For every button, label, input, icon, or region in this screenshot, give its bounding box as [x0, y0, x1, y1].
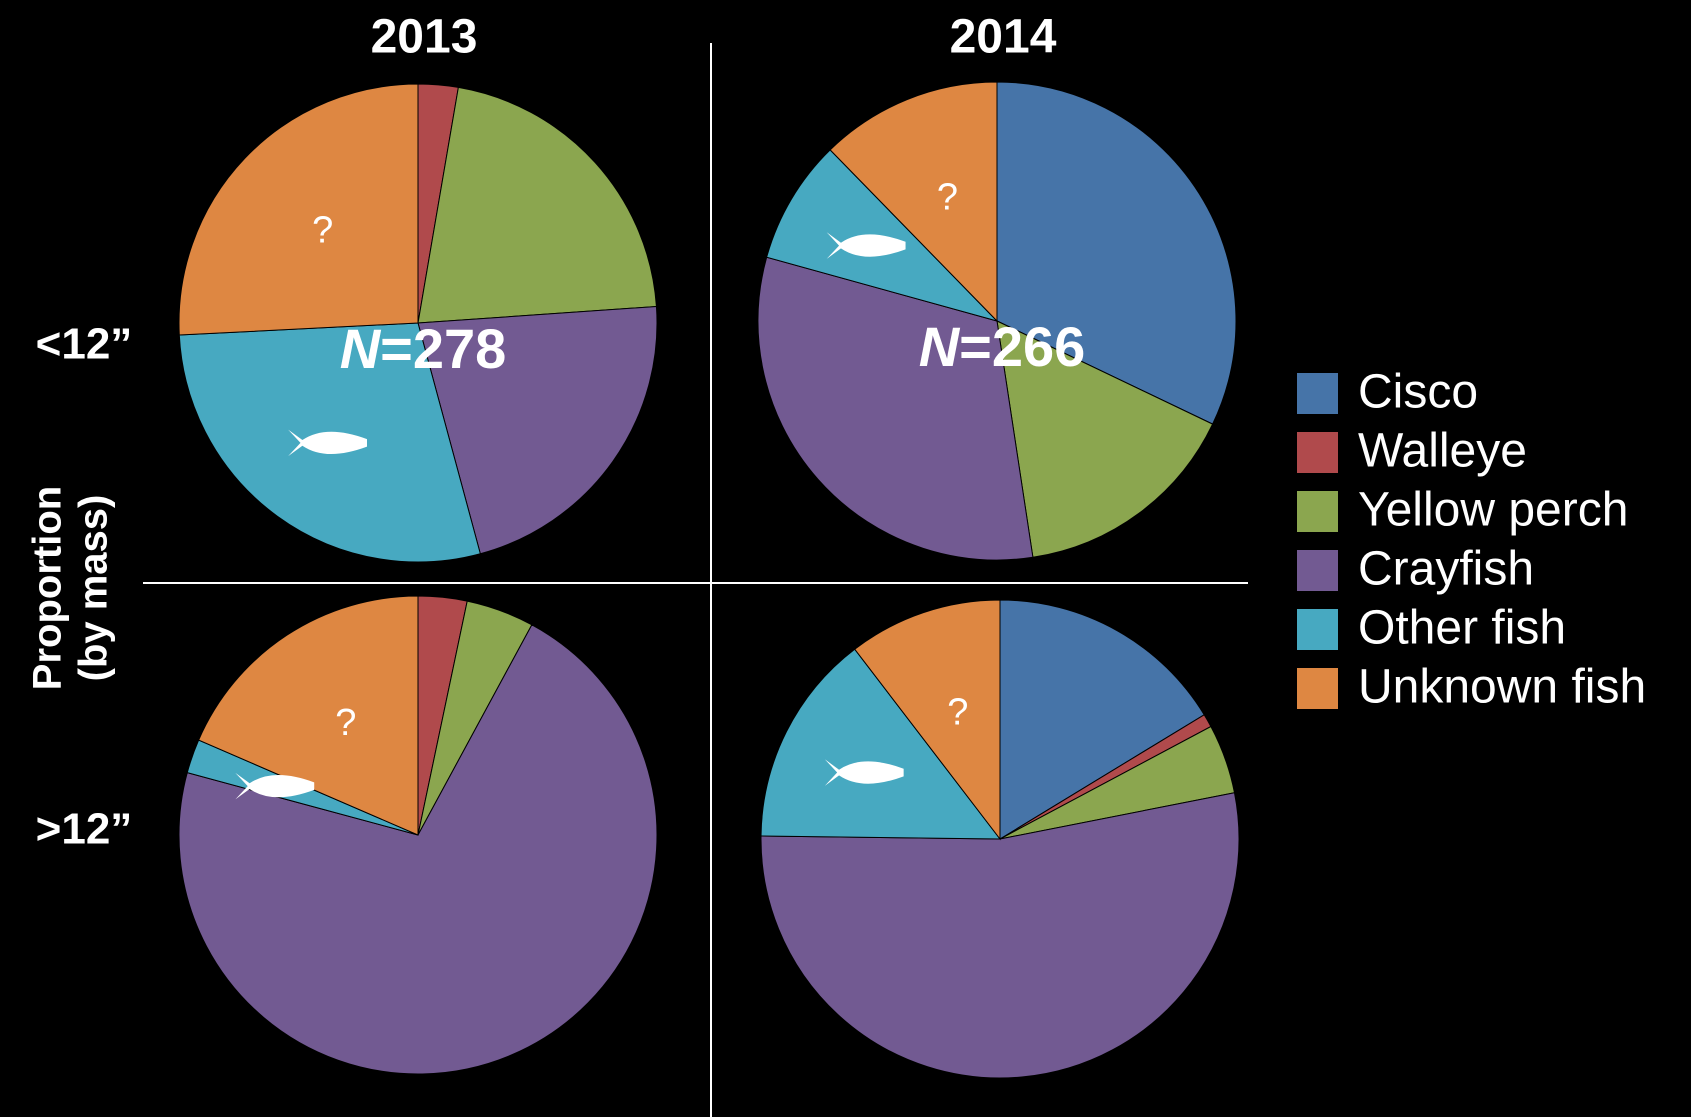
y-label-line: (by mass): [72, 495, 116, 682]
chart: 2013 2014 <12” >12” Proportion (by mass)…: [0, 0, 1691, 1117]
legend-swatch: [1297, 668, 1338, 709]
row-label: <12”: [36, 320, 133, 369]
pie-slice: [179, 84, 418, 335]
pie-slice: [418, 87, 656, 323]
sample-size: N=266: [919, 315, 1086, 378]
row-label: >12”: [36, 805, 133, 854]
unknown-label: ?: [312, 209, 333, 251]
legend-swatch: [1297, 432, 1338, 473]
legend-label: Walleye: [1358, 425, 1527, 478]
legend-swatch: [1297, 491, 1338, 532]
page: 2013 2014 <12” >12” Proportion (by mass)…: [0, 0, 1691, 1117]
legend-label: Crayfish: [1358, 543, 1534, 596]
legend-swatch: [1297, 609, 1338, 650]
sample-size: N=278: [340, 317, 507, 380]
y-label-line: Proportion: [26, 486, 70, 690]
unknown-label: ?: [947, 692, 968, 734]
legend-label: Yellow perch: [1358, 484, 1628, 537]
unknown-label: ?: [937, 176, 958, 218]
legend-label: Other fish: [1358, 602, 1566, 655]
legend-label: Cisco: [1358, 366, 1478, 419]
legend-label: Unknown fish: [1358, 661, 1646, 714]
unknown-label: ?: [335, 702, 356, 744]
legend-swatch: [1297, 550, 1338, 591]
column-title: 2013: [371, 11, 478, 64]
y-axis-label: Proportion (by mass): [26, 486, 116, 690]
legend-swatch: [1297, 373, 1338, 414]
column-title: 2014: [950, 11, 1057, 64]
